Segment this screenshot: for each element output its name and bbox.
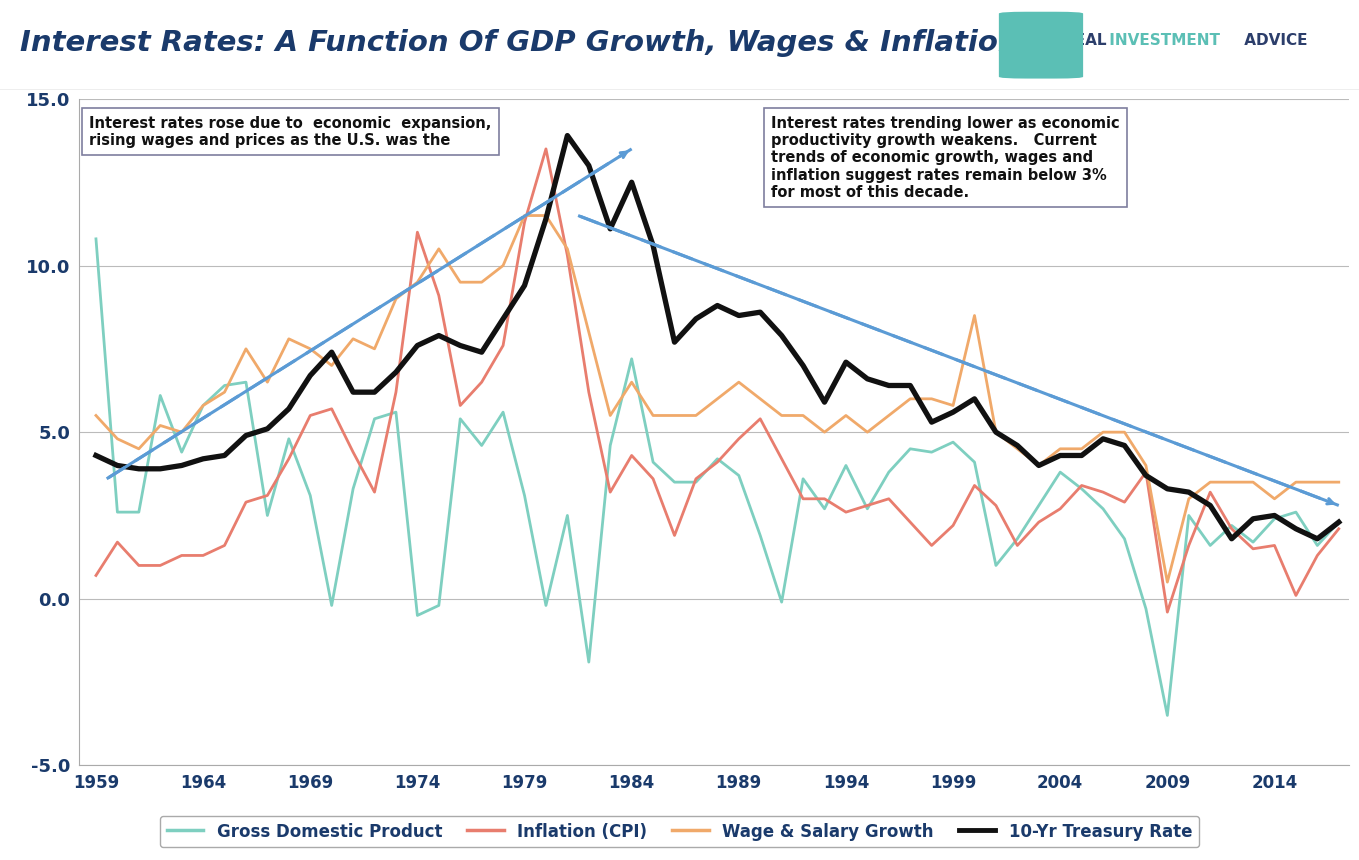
Text: REAL: REAL [1064, 34, 1108, 48]
FancyBboxPatch shape [999, 12, 1083, 78]
Text: Interest Rates: A Function Of GDP Growth, Wages & Inflation: Interest Rates: A Function Of GDP Growth… [20, 29, 1019, 58]
Text: Interest rates rose due to  economic  expansion,
rising wages and prices as the : Interest rates rose due to economic expa… [88, 115, 492, 148]
Legend: Gross Domestic Product, Inflation (CPI), Wage & Salary Growth, 10-Yr Treasury Ra: Gross Domestic Product, Inflation (CPI),… [160, 816, 1199, 847]
Text: ADVICE: ADVICE [1239, 34, 1307, 48]
Text: Interest rates trending lower as economic
productivity growth weakens.   Current: Interest rates trending lower as economi… [772, 115, 1120, 200]
Text: INVESTMENT: INVESTMENT [1104, 34, 1219, 48]
